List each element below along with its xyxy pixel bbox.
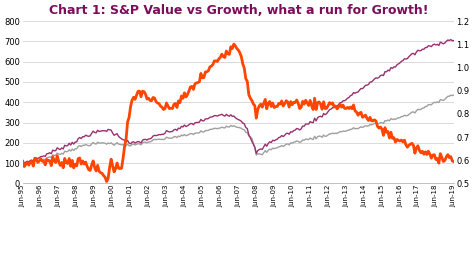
Title: Chart 1: S&P Value vs Growth, what a run for Growth!: Chart 1: S&P Value vs Growth, what a run… bbox=[48, 4, 428, 17]
Legend: Value, Growth, Value vs Growth: Value, Growth, Value vs Growth bbox=[134, 261, 343, 262]
